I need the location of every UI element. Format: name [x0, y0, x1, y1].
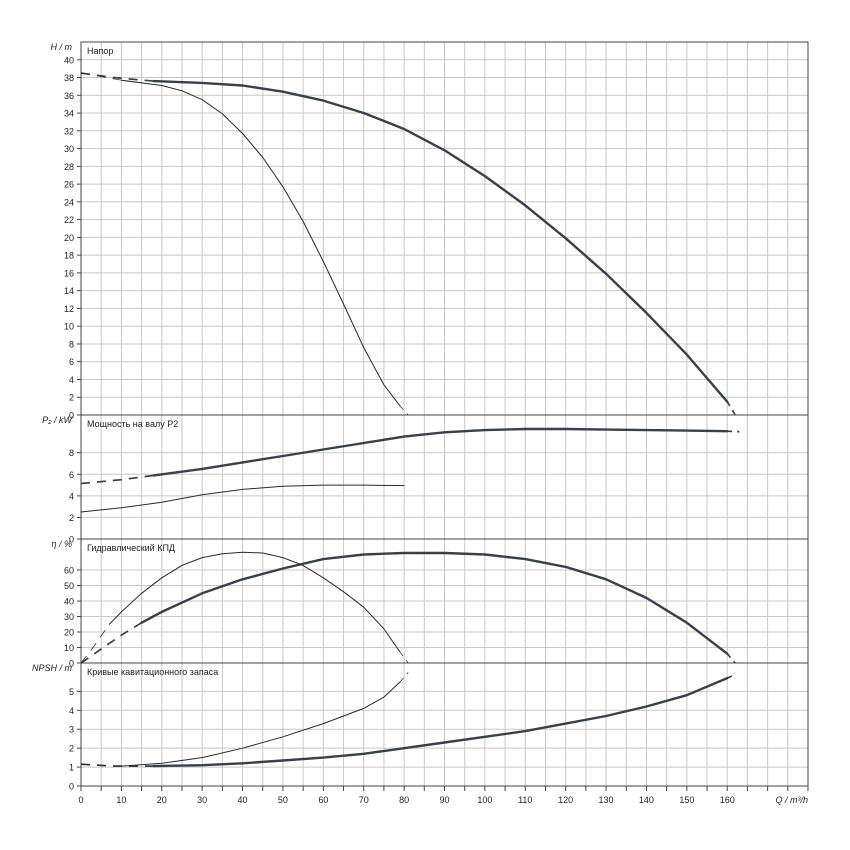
curve-efficiency-dashed-end — [726, 653, 736, 664]
y-tick-label-power: 2 — [69, 513, 74, 523]
x-axis-label: Q / m³/h — [775, 795, 808, 805]
curve-npsh-dashed-start — [80, 763, 122, 767]
y-tick-label-head: 36 — [64, 91, 74, 101]
curve-efficiency-dashed-start — [80, 624, 110, 664]
y-tick-label-head: 40 — [64, 55, 74, 65]
y-tick-label-head: 4 — [69, 375, 74, 385]
curve-head-thick — [152, 79, 729, 403]
y-tick-label-efficiency: 20 — [64, 628, 74, 638]
x-tick-label: 110 — [518, 795, 532, 805]
curve-efficiency-dashed-start — [80, 621, 143, 664]
y-tick-label-power: 6 — [69, 470, 74, 480]
y-tick-label-efficiency: 60 — [64, 566, 74, 576]
y-tick-label-head: 20 — [64, 233, 74, 243]
y-tick-label-npsh: 1 — [69, 763, 74, 773]
x-tick-label: 160 — [720, 795, 735, 805]
x-tick-label: 60 — [318, 795, 328, 805]
y-tick-label-npsh: 0 — [69, 782, 74, 792]
y-tick-label-head: 28 — [64, 162, 74, 172]
y-tick-label-head: 18 — [64, 251, 74, 261]
y-axis-label-efficiency: η / % — [51, 539, 72, 549]
curve-efficiency-thin — [108, 551, 401, 653]
y-tick-label-head: 10 — [64, 322, 74, 332]
y-tick-label-head: 2 — [69, 393, 74, 403]
panel-title-npsh: Кривые кавитационного запаса — [87, 667, 218, 677]
y-tick-label-head: 14 — [64, 286, 74, 296]
y-tick-label-power: 0 — [69, 535, 74, 545]
x-tick-label: 130 — [599, 795, 614, 805]
y-tick-label-head: 6 — [69, 357, 74, 367]
x-tick-label: 50 — [278, 795, 288, 805]
y-tick-label-npsh: 5 — [69, 687, 74, 697]
curve-head-dashed-end — [399, 405, 409, 416]
x-tick-label: 120 — [558, 795, 573, 805]
y-axis-label-npsh: NPSH / m — [32, 663, 73, 673]
x-tick-label: 140 — [639, 795, 654, 805]
curve-head-dashed-end — [726, 401, 737, 416]
curve-efficiency-thick — [140, 551, 729, 655]
y-tick-label-power: 4 — [69, 491, 74, 501]
y-tick-label-head: 32 — [64, 126, 74, 136]
y-tick-label-power: 8 — [69, 448, 74, 458]
curve-power-dashed-end — [727, 430, 740, 433]
y-tick-label-head: 34 — [64, 109, 74, 119]
curve-power-thick — [152, 427, 729, 477]
x-tick-label: 20 — [157, 795, 167, 805]
y-axis-label-power: P₂ / kW — [42, 415, 73, 425]
y-tick-label-npsh: 2 — [69, 744, 74, 754]
curve-npsh-dashed-start — [80, 763, 154, 767]
x-tick-label: 90 — [439, 795, 449, 805]
x-tick-label: 40 — [238, 795, 248, 805]
y-tick-label-head: 8 — [69, 339, 74, 349]
y-axis-label-head: H / m — [51, 42, 73, 52]
curve-npsh-dashed-end — [399, 672, 409, 683]
y-tick-label-efficiency: 0 — [69, 659, 74, 669]
y-tick-label-head: 0 — [69, 411, 74, 421]
y-tick-label-head: 22 — [64, 215, 74, 225]
x-tick-label: 80 — [399, 795, 409, 805]
curve-head-dashed-start — [80, 72, 154, 82]
x-tick-label: 0 — [78, 795, 83, 805]
y-tick-label-npsh: 4 — [69, 706, 74, 716]
y-tick-label-npsh: 3 — [69, 725, 74, 735]
y-tick-label-head: 16 — [64, 268, 74, 278]
y-tick-label-head: 24 — [64, 197, 74, 207]
x-tick-label: 70 — [359, 795, 369, 805]
panel-title-power: Мощность на валу P2 — [87, 419, 178, 429]
x-tick-label: 150 — [679, 795, 694, 805]
y-tick-label-head: 30 — [64, 144, 74, 154]
panel-title-efficiency: Гидравлический КПД — [87, 543, 175, 553]
y-tick-label-head: 26 — [64, 180, 74, 190]
curve-power-thin — [80, 484, 405, 513]
curve-head-thin — [120, 79, 401, 407]
curve-npsh-thick — [152, 676, 729, 768]
x-tick-label: 100 — [477, 795, 492, 805]
y-tick-label-efficiency: 50 — [64, 581, 74, 591]
y-tick-label-head: 38 — [64, 73, 74, 83]
x-tick-label: 30 — [197, 795, 207, 805]
curve-npsh-dashed-end — [726, 673, 736, 679]
curve-npsh-thin — [120, 681, 401, 767]
curve-layer — [80, 72, 740, 768]
x-tick-label: 10 — [116, 795, 126, 805]
panel-layer — [80, 41, 809, 787]
curve-head-dashed-start — [80, 72, 122, 81]
curve-efficiency-dashed-end — [399, 651, 409, 664]
curve-power-dashed-start — [80, 474, 154, 485]
y-tick-label-efficiency: 30 — [64, 612, 74, 622]
y-tick-label-efficiency: 40 — [64, 597, 74, 607]
y-tick-label-head: 12 — [64, 304, 74, 314]
y-tick-label-efficiency: 10 — [64, 643, 74, 653]
panel-title-head: Напор — [87, 46, 113, 56]
